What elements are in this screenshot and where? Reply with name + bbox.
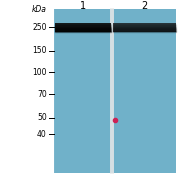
Text: 40: 40 — [37, 130, 47, 139]
Bar — [55, 23, 111, 32]
Text: kDa: kDa — [32, 5, 47, 14]
Text: 50: 50 — [37, 113, 47, 122]
Bar — [112, 23, 176, 32]
Bar — [54, 9, 176, 173]
Text: 150: 150 — [32, 46, 47, 55]
Text: 2: 2 — [141, 1, 147, 11]
Text: 1: 1 — [80, 1, 86, 11]
Bar — [112, 9, 176, 173]
Text: 100: 100 — [32, 68, 47, 76]
Text: 70: 70 — [37, 90, 47, 99]
Text: 250: 250 — [32, 23, 47, 32]
Bar — [55, 9, 111, 173]
